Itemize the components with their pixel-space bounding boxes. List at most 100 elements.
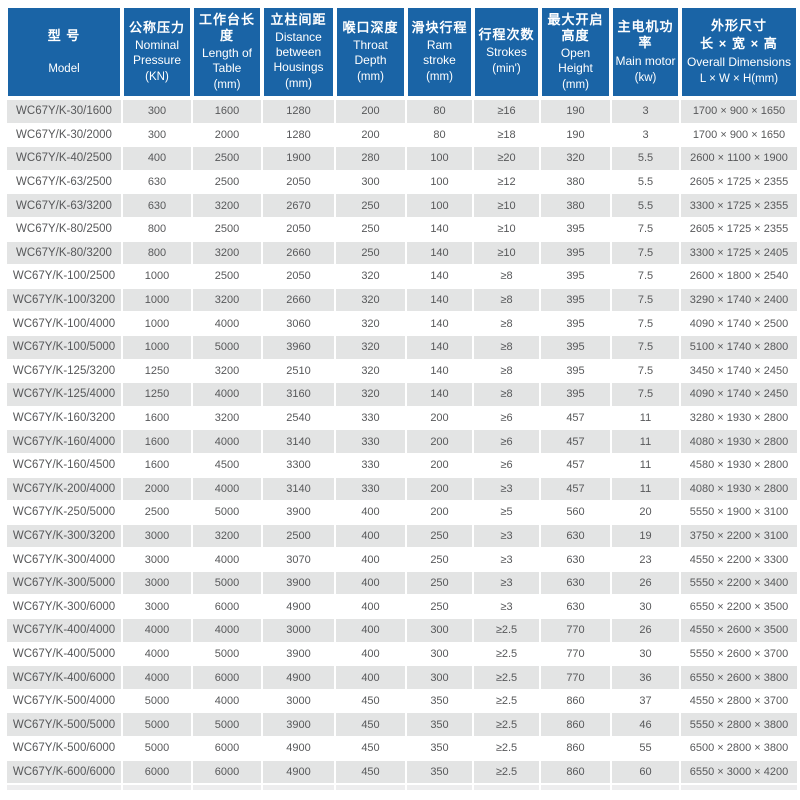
- value-cell: 395: [539, 311, 612, 336]
- value-cell: 3900: [261, 712, 336, 738]
- value-cell: 400: [334, 570, 407, 596]
- value-cell: 4000: [121, 641, 193, 667]
- header-cell-0: 型 号 Model: [4, 4, 124, 100]
- value-cell: 3750 × 2200 × 3100: [679, 523, 799, 549]
- value-cell: 1900: [261, 146, 336, 171]
- value-cell: 320: [334, 334, 407, 360]
- value-cell: 7.5: [610, 382, 681, 407]
- value-cell: 200: [405, 476, 474, 502]
- value-cell: 630: [121, 193, 193, 218]
- value-cell: 1000: [121, 287, 193, 313]
- header-line: (mm): [562, 79, 589, 92]
- header-line: 工作台长度: [198, 11, 255, 43]
- value-cell: 250: [405, 594, 474, 620]
- table-row: WC67Y/K-125/4000 1250 4000 3160 320 140 ≥8 395 7…: [5, 382, 799, 407]
- model-cell: WC67Y/K-63/3200: [5, 193, 123, 218]
- value-cell: 3070: [261, 547, 336, 572]
- header-cell-1: 公称压力 Nominal Pressure (KN): [120, 4, 194, 100]
- value-cell: 140: [405, 311, 474, 336]
- value-cell: 5000: [191, 712, 263, 738]
- value-cell: 140: [405, 240, 474, 266]
- value-cell: 630: [539, 547, 612, 572]
- table-row: WC67Y/K-160/4000 1600 4000 3140 330 200 ≥6 457 1…: [5, 429, 799, 454]
- value-cell: 350: [405, 759, 474, 785]
- value-cell: 140: [405, 334, 474, 360]
- table-row: WC67Y/K-400/4000 4000 4000 3000 400 300 ≥2.5 77…: [5, 618, 799, 643]
- value-cell: 380: [539, 193, 612, 218]
- value-cell: 400: [334, 500, 407, 525]
- value-cell: 1700 × 900 × 1650: [679, 97, 799, 124]
- value-cell: 190: [539, 97, 612, 124]
- header-line: Open Height: [558, 46, 593, 76]
- value-cell: 5000: [121, 712, 193, 738]
- model-cell: WC67Y/K-30/2000: [5, 122, 123, 148]
- value-cell: 7.5: [610, 216, 681, 242]
- header-row: 型 号 Model 公称压力 Nominal Pressure (KN) 工作台长度 Len…: [4, 4, 800, 100]
- value-cell: 5550 × 2600 × 3700: [679, 641, 799, 667]
- header-cell-3: 立柱间距 Distance between Housings (mm): [260, 4, 337, 100]
- header-line: 外形尺寸: [710, 18, 767, 34]
- partial-cell: [679, 783, 799, 792]
- header-cell-content: 最大开启高度 Open Height (mm): [543, 8, 608, 96]
- partial-cell: [261, 783, 336, 792]
- value-cell: 4000: [191, 429, 263, 454]
- table-row: WC67Y/K-30/1600 300 1600 1280 200 80 ≥16 190 3 17…: [5, 97, 799, 124]
- header-cell-5: 滑块行程 Ram stroke (mm): [404, 4, 475, 100]
- value-cell: 330: [334, 452, 407, 478]
- value-cell: ≥10: [472, 240, 541, 266]
- value-cell: 3200: [191, 287, 263, 313]
- value-cell: 250: [334, 240, 407, 266]
- model-cell: WC67Y/K-63/2500: [5, 169, 123, 195]
- header-line: (min'): [492, 63, 521, 76]
- header-line: (kw): [634, 71, 657, 84]
- partial-cell: [405, 783, 474, 792]
- header-line: Length of Table: [201, 46, 253, 76]
- model-cell: WC67Y/K-160/4500: [5, 452, 123, 478]
- model-cell: WC67Y/K-30/1600: [5, 97, 123, 124]
- value-cell: 200: [405, 452, 474, 478]
- value-cell: 2500: [121, 500, 193, 525]
- value-cell: 320: [334, 382, 407, 407]
- header-cell-content: 公称压力 Nominal Pressure (KN): [125, 8, 189, 96]
- value-cell: 200: [334, 97, 407, 124]
- value-cell: 2540: [261, 405, 336, 431]
- table-row: WC67Y/K-100/3200 1000 3200 2660 320 140 ≥8 395 7…: [5, 287, 799, 313]
- value-cell: ≥2.5: [472, 759, 541, 785]
- partial-cell: [121, 783, 193, 792]
- value-cell: 1280: [261, 97, 336, 124]
- value-cell: 5000: [191, 570, 263, 596]
- value-cell: 250: [334, 216, 407, 242]
- value-cell: ≥2.5: [472, 665, 541, 690]
- table-row: WC67Y/K-300/4000 3000 4000 3070 400 250 ≥3 630 2…: [5, 547, 799, 572]
- value-cell: 5550 × 2800 × 3800: [679, 712, 799, 738]
- value-cell: 3300 × 1725 × 2405: [679, 240, 799, 266]
- value-cell: 5000: [191, 641, 263, 667]
- value-cell: 4080 × 1930 × 2800: [679, 476, 799, 502]
- value-cell: 630: [539, 523, 612, 549]
- value-cell: 320: [334, 287, 407, 313]
- value-cell: ≥6: [472, 405, 541, 431]
- value-cell: 4090 × 1740 × 2450: [679, 382, 799, 407]
- value-cell: 7.5: [610, 240, 681, 266]
- model-cell: WC67Y/K-80/3200: [5, 240, 123, 266]
- value-cell: 400: [334, 665, 407, 690]
- value-cell: 2670: [261, 193, 336, 218]
- value-cell: 860: [539, 688, 612, 714]
- spec-table-header: 型 号 Model 公称压力 Nominal Pressure (KN) 工作台长度 Len…: [4, 4, 800, 100]
- header-line: Overall Dimensions: [686, 54, 792, 69]
- value-cell: 2500: [261, 523, 336, 549]
- header-line: 公称压力: [128, 19, 185, 35]
- value-cell: 4000: [121, 665, 193, 690]
- model-cell: WC67Y/K-500/4000: [5, 688, 123, 714]
- value-cell: 3: [610, 97, 681, 124]
- partial-cell: [5, 783, 123, 792]
- value-cell: ≥2.5: [472, 712, 541, 738]
- partial-cell: [472, 783, 541, 792]
- model-cell: WC67Y/K-600/6000: [5, 759, 123, 785]
- value-cell: 23: [610, 547, 681, 572]
- table-row: WC67Y/K-600/6000 6000 6000 4900 450 350 ≥2.5 86…: [5, 759, 799, 785]
- value-cell: 5550 × 1900 × 3100: [679, 500, 799, 525]
- value-cell: 30: [610, 594, 681, 620]
- value-cell: 3000: [261, 688, 336, 714]
- value-cell: 450: [334, 712, 407, 738]
